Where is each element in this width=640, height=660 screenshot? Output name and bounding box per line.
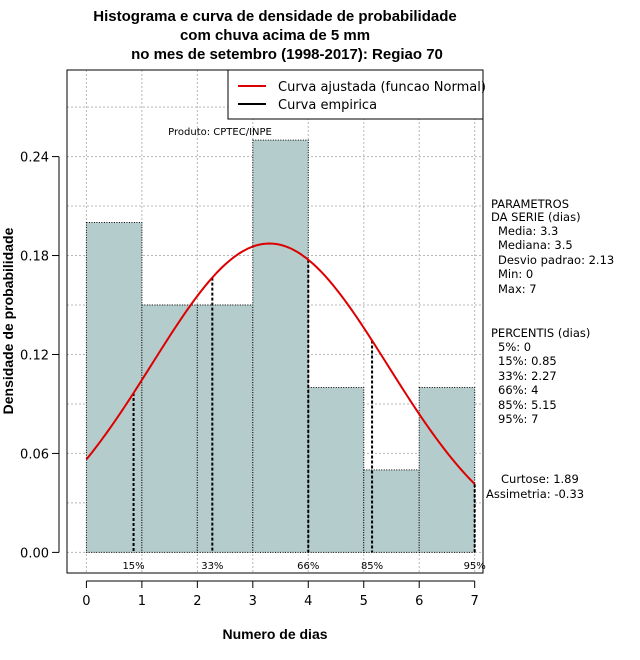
x-tick-label-3: 3	[249, 594, 257, 609]
percentile-15: 15%: 0.85	[498, 354, 557, 368]
histogram-bar-4	[307, 386, 365, 553]
parameter-media: Media: 3.3	[498, 224, 558, 238]
percentiles-heading: PERCENTIS (dias)	[491, 326, 590, 340]
x-tick-label-6: 6	[415, 594, 423, 609]
parameters-heading-1: PARAMETROS	[491, 197, 569, 211]
y-tick-label-3: 0.18	[20, 250, 49, 265]
y-tick-label-1: 0.06	[20, 447, 49, 462]
x-tick-label-0: 0	[82, 594, 90, 609]
y-axis-title: Densidade de probabilidade	[0, 227, 16, 414]
histogram-bar-6	[418, 386, 476, 553]
x-axis: 0 1 2 3 4 5 6 7	[82, 580, 479, 609]
title-line-2: com chuva acima de 5 mm	[180, 27, 370, 44]
percentile-33: 33%: 2.27	[498, 369, 557, 383]
percentile-label-2: 66%	[297, 561, 319, 572]
percentile-5: 5%: 0	[498, 340, 531, 354]
shape-curtose: Curtose: 1.89	[501, 472, 579, 486]
y-tick-label-2: 0.12	[20, 348, 49, 363]
y-tick-label-0: 0.00	[20, 546, 49, 561]
title-line-1: Histograma e curva de densidade de proba…	[93, 8, 456, 25]
legend: Curva ajustada (funcao Normal) Curva emp…	[227, 69, 486, 120]
x-tick-label-1: 1	[138, 594, 146, 609]
chart-title: Histograma e curva de densidade de proba…	[93, 8, 456, 63]
histogram-bar-1	[141, 304, 198, 553]
percentile-label-4: 95%	[464, 561, 486, 572]
fitted-normal-curve	[85, 242, 476, 485]
series-parameters-panel: PARAMETROS DA SERIE (dias) Media: 3.3 Me…	[486, 197, 614, 501]
parameter-max: Max: 7	[498, 282, 537, 296]
parameters-heading-2: DA SERIE (dias)	[491, 210, 581, 224]
y-tick-label-4: 0.24	[20, 151, 49, 166]
histogram-bars	[85, 139, 476, 553]
title-line-3: no mes de setembro (1998-2017): Regiao 7…	[131, 46, 443, 63]
product-label: Produto: CPTEC/INPE	[168, 127, 272, 138]
legend-fitted-label: Curva ajustada (funcao Normal)	[278, 80, 486, 95]
percentile-label-1: 33%	[201, 561, 223, 572]
histogram-bar-5	[363, 469, 420, 553]
percentile-66: 66%: 4	[498, 383, 538, 397]
shape-assimetria: Assimetria: -0.33	[486, 487, 584, 501]
x-tick-label-5: 5	[360, 594, 368, 609]
histogram-bar-0	[85, 222, 143, 553]
percentile-label-0: 15%	[122, 561, 144, 572]
legend-empirical-label: Curva empirica	[278, 98, 377, 113]
legend-box	[227, 69, 484, 120]
x-tick-label-4: 4	[304, 594, 312, 609]
parameter-mediana: Mediana: 3.5	[498, 238, 573, 252]
x-tick-label-2: 2	[193, 594, 201, 609]
percentile-95: 95%: 7	[498, 412, 538, 426]
histogram-bar-2	[196, 304, 254, 553]
parameter-min: Min: 0	[498, 267, 533, 281]
percentile-85: 85%: 5.15	[498, 398, 557, 412]
percentile-label-3: 85%	[361, 561, 383, 572]
x-tick-label-7: 7	[471, 594, 479, 609]
x-axis-title: Numero de dias	[222, 626, 327, 642]
parameter-desvio: Desvio padrao: 2.13	[498, 253, 614, 267]
y-axis: 0.00 0.06 0.12 0.18 0.24	[20, 151, 60, 561]
histogram-bar-3	[252, 139, 309, 553]
percentile-markers: 15% 33% 66% 85% 95%	[122, 259, 486, 572]
